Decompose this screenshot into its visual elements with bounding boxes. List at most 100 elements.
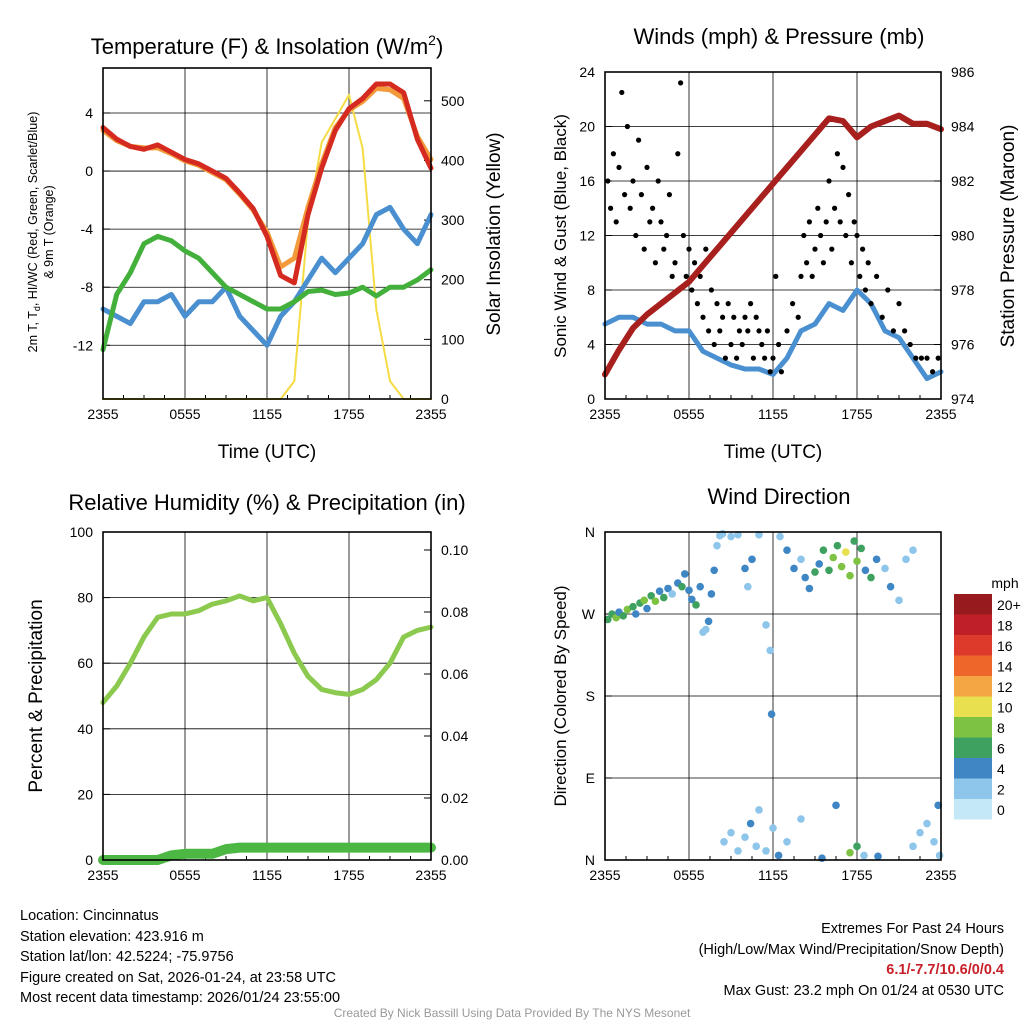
direction-point [895, 596, 903, 605]
y2-tick-label: 400 [441, 152, 465, 168]
gust-point [711, 341, 717, 348]
direction-point [853, 557, 861, 565]
gust-point [703, 246, 709, 252]
x-tick-label: 2355 [589, 406, 620, 422]
gust-point [739, 341, 745, 348]
gust-point [806, 219, 813, 225]
direction-point [762, 847, 770, 855]
gust-point [762, 355, 768, 361]
plot-frame [604, 71, 942, 400]
y2-tick-label: 100 [441, 331, 465, 347]
direction-point [647, 591, 655, 600]
gust-point [683, 273, 689, 279]
x-axis-label: Time (UTC) [724, 442, 823, 463]
direction-point [718, 530, 727, 538]
y-tick-label: S [586, 688, 595, 704]
series-hi-wc [100, 233, 434, 353]
gust-point [809, 273, 815, 279]
elevation-text: Station elevation: 423.916 m [20, 928, 204, 945]
gust-point [865, 260, 871, 266]
direction-point [846, 571, 854, 580]
direction-point [746, 819, 755, 828]
x-tick-label: 2355 [415, 867, 446, 883]
gust-point [918, 355, 925, 361]
direction-point [734, 530, 742, 539]
gust-point [798, 273, 804, 279]
direction-point [776, 532, 784, 541]
direction-point [783, 546, 791, 555]
gust-point [767, 369, 773, 375]
y-tick-label: 8 [587, 282, 595, 298]
y-tick-label: -8 [81, 279, 94, 295]
gust-point [820, 260, 827, 266]
y-tick-label: 20 [77, 786, 93, 802]
direction-point [741, 833, 749, 842]
gust-point [857, 273, 863, 279]
gust-point [804, 260, 810, 266]
direction-point [696, 582, 704, 591]
x-tick-label: 0555 [673, 406, 704, 422]
legend-swatch [954, 614, 992, 635]
gust-point [896, 301, 902, 307]
legend-label: 14 [997, 659, 1013, 675]
direction-point [935, 851, 944, 860]
direction-point [651, 597, 660, 606]
legend-swatch [954, 717, 992, 738]
y2-axis-label: Solar Insolation (Yellow) [484, 132, 505, 335]
gust-point [902, 328, 908, 334]
series-relative-humidity [100, 593, 434, 706]
gust-point [720, 314, 726, 320]
direction-point [744, 582, 752, 591]
gust-point [778, 369, 785, 375]
x-tick-label: 2355 [87, 867, 118, 883]
chart-title: Wind Direction [707, 484, 850, 509]
gust-point [619, 89, 625, 96]
gust-point [669, 273, 675, 279]
gust-point [664, 232, 670, 239]
direction-point [819, 546, 828, 555]
gust-point [823, 219, 829, 225]
gust-point [773, 273, 779, 279]
direction-point [886, 582, 895, 591]
direction-point [850, 537, 858, 545]
direction-point [707, 590, 716, 598]
direction-point [818, 854, 826, 862]
gust-point [924, 355, 930, 361]
gust-point [694, 301, 701, 307]
station-info: Location: Cincinnatus Station elevation:… [20, 906, 340, 1009]
y2-tick-label: 986 [951, 64, 975, 80]
gust-point [641, 246, 647, 252]
y-tick-label: 0 [587, 391, 595, 407]
gust-point [795, 314, 801, 320]
direction-point [664, 584, 672, 593]
x-tick-label: 2355 [589, 867, 620, 883]
y-tick-label: 12 [579, 228, 595, 244]
direction-point [688, 595, 696, 604]
gust-point [638, 192, 645, 198]
gust-point [860, 246, 866, 252]
y-tick-label: 4 [587, 337, 595, 353]
direction-point [837, 562, 846, 571]
legend-label: 12 [997, 679, 1013, 695]
direction-point [790, 564, 798, 573]
gust-point [748, 301, 754, 307]
x-tick-label: 2355 [87, 406, 118, 422]
y-axis-label: Direction (Colored By Speed) [551, 585, 570, 806]
legend-title: mph [991, 575, 1018, 591]
gust-point [622, 192, 628, 198]
direction-point [829, 553, 837, 562]
direction-point [909, 546, 917, 555]
x-tick-label: 2355 [925, 867, 956, 883]
legend-label: 16 [997, 638, 1013, 654]
y-tick-label: 60 [77, 655, 93, 671]
direction-point [720, 837, 728, 846]
gust-point [708, 287, 715, 293]
chart-title: Relative Humidity (%) & Precipitation (i… [68, 490, 465, 515]
y-tick-label: N [585, 524, 595, 540]
series-sonic-wind [602, 287, 944, 382]
y-tick-label: E [586, 770, 595, 786]
gust-point [731, 314, 737, 320]
y-tick-label: 0 [85, 852, 93, 868]
direction-point [783, 837, 791, 846]
legend-swatch [954, 594, 992, 615]
